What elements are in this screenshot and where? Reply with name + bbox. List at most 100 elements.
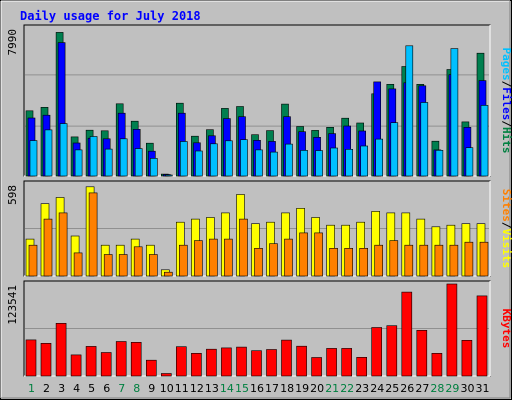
bar-pages-27 <box>420 102 429 177</box>
bar-pages-31 <box>480 105 489 177</box>
bar-kbytes-6 <box>100 352 112 377</box>
bar-kbytes-10 <box>161 373 172 377</box>
bar-kbytes-16 <box>251 350 262 377</box>
bar-pages-19 <box>300 150 308 177</box>
bar-pages-2 <box>44 129 53 177</box>
bar-pages-11 <box>180 141 188 177</box>
bar-pages-8 <box>134 148 143 177</box>
bar-kbytes-5 <box>85 346 97 377</box>
bar-pages-26 <box>405 45 414 177</box>
bar-sites-19 <box>299 232 308 277</box>
legend-item-pages: Pages <box>500 48 512 81</box>
x-tick-label-28: 28 <box>430 382 444 395</box>
bar-sites-25 <box>389 240 399 277</box>
bar-pages-25 <box>390 122 399 177</box>
bar-pages-6 <box>104 148 113 177</box>
x-tick-label-12: 12 <box>190 382 204 395</box>
bar-sites-31 <box>479 241 489 277</box>
legend-item-files: Files <box>500 87 512 120</box>
bar-kbytes-21 <box>326 348 337 377</box>
bar-sites-10 <box>164 271 173 277</box>
bar-kbytes-20 <box>311 357 322 377</box>
bar-sites-14 <box>224 238 233 277</box>
bar-pages-7 <box>119 138 128 177</box>
bar-pages-10 <box>165 174 173 177</box>
x-tick-label-20: 20 <box>310 382 324 395</box>
legend-2: KBytes <box>500 309 512 349</box>
x-tick-label-29: 29 <box>445 382 459 395</box>
bar-kbytes-14 <box>221 347 232 377</box>
bar-sites-8 <box>133 246 143 277</box>
x-tick-label-19: 19 <box>295 382 309 395</box>
x-tick-label-13: 13 <box>205 382 219 395</box>
x-tick-label-23: 23 <box>355 382 369 395</box>
bar-pages-24 <box>375 138 384 177</box>
bar-pages-1 <box>29 140 38 177</box>
legend-1: Sites/Visits <box>500 189 512 269</box>
x-tick-label-3: 3 <box>58 382 65 395</box>
bar-kbytes-24 <box>371 327 383 377</box>
bar-kbytes-27 <box>416 329 428 377</box>
bar-sites-28 <box>434 244 444 277</box>
bar-pages-5 <box>89 136 98 177</box>
bar-pages-30 <box>465 147 474 177</box>
bar-pages-21 <box>330 147 338 177</box>
bar-sites-24 <box>374 244 384 277</box>
bar-sites-26 <box>404 244 414 277</box>
bar-pages-15 <box>240 139 248 177</box>
x-tick-label-17: 17 <box>265 382 279 395</box>
bar-pages-23 <box>360 145 369 177</box>
x-tick-label-30: 30 <box>461 382 475 395</box>
bar-sites-30 <box>464 241 474 277</box>
x-tick-label-9: 9 <box>148 382 155 395</box>
bar-pages-16 <box>255 149 263 177</box>
legend-item-hits: Hits <box>500 127 512 154</box>
bar-sites-9 <box>149 254 158 277</box>
bar-sites-2 <box>43 218 53 277</box>
bar-sites-15 <box>239 218 248 277</box>
bar-kbytes-26 <box>401 291 413 377</box>
y-axis-max-label-2: 123541 <box>6 285 19 325</box>
bar-kbytes-25 <box>386 325 398 377</box>
bar-kbytes-22 <box>341 348 353 377</box>
bar-kbytes-23 <box>356 356 368 377</box>
bar-pages-22 <box>345 149 354 177</box>
bar-sites-16 <box>254 248 263 277</box>
x-tick-label-26: 26 <box>400 382 414 395</box>
x-tick-label-15: 15 <box>235 382 249 395</box>
bar-kbytes-17 <box>266 349 277 377</box>
bar-sites-1 <box>28 244 38 277</box>
bar-sites-4 <box>73 252 83 277</box>
bar-kbytes-30 <box>461 339 473 377</box>
bar-pages-18 <box>285 143 293 177</box>
x-tick-label-21: 21 <box>325 382 339 395</box>
bar-pages-14 <box>225 140 233 177</box>
x-tick-label-14: 14 <box>220 382 234 395</box>
bar-sites-29 <box>449 244 459 277</box>
bar-sites-21 <box>329 248 338 277</box>
chart-title: Daily usage for July 2018 <box>20 9 201 23</box>
x-tick-label-5: 5 <box>88 382 95 395</box>
x-tick-label-11: 11 <box>175 382 189 395</box>
x-tick-label-18: 18 <box>280 382 294 395</box>
bar-kbytes-1 <box>25 339 37 377</box>
bar-kbytes-29 <box>446 283 458 377</box>
legend-separator: / <box>500 120 512 127</box>
bar-kbytes-4 <box>70 354 82 377</box>
bar-pages-12 <box>195 150 203 177</box>
bar-kbytes-7 <box>115 341 127 377</box>
bar-pages-4 <box>74 149 83 177</box>
legend-item-visits: Visits <box>500 229 512 269</box>
bar-pages-20 <box>315 150 323 177</box>
bar-sites-6 <box>103 254 113 277</box>
bar-kbytes-15 <box>236 346 247 377</box>
x-tick-label-24: 24 <box>370 382 384 395</box>
y-axis-max-label-0: 7990 <box>6 29 19 56</box>
bar-sites-12 <box>194 240 203 277</box>
y-axis-max-label-1: 598 <box>6 185 19 205</box>
legend-0: Pages/Files/Hits <box>500 48 512 154</box>
legend-item-kbytes: KBytes <box>500 309 512 349</box>
bar-pages-3 <box>59 123 68 177</box>
bar-kbytes-3 <box>55 322 67 377</box>
